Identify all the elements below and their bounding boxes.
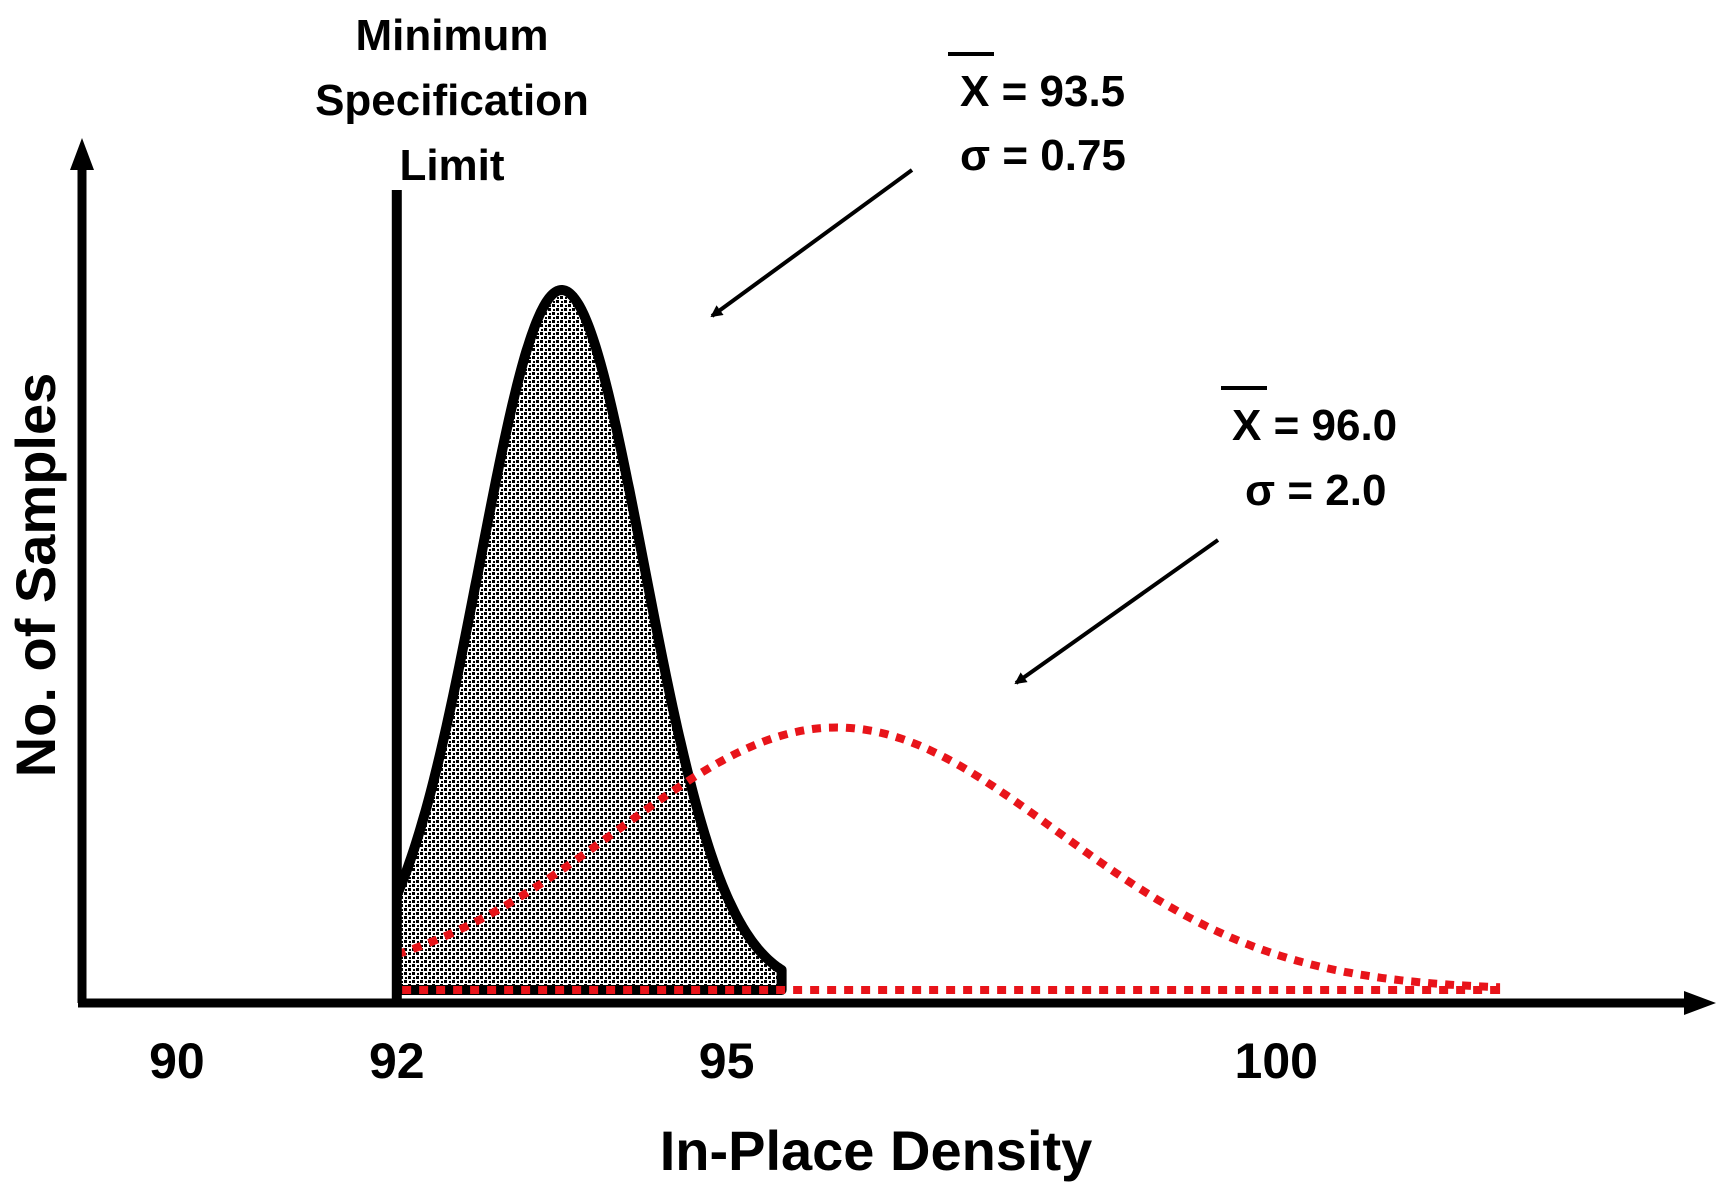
spec-limit-label-line-1: Minimum (355, 11, 548, 60)
x-axis-arrow-icon (1684, 991, 1716, 1015)
series-1-sigma-label: σ = 0.75 (960, 131, 1126, 180)
series-2-curve (395, 723, 1501, 994)
spec-limit-label-line-2: Specification (315, 76, 589, 125)
spec-limit-label-line-3: Limit (399, 141, 504, 190)
series-1-curve (392, 285, 787, 995)
y-axis-title: No. of Samples (4, 373, 67, 778)
x-tick-labels: 90 92 95 100 (149, 1033, 1318, 1089)
series-1-pointer-arrow (710, 168, 914, 318)
x-tick-label: 100 (1235, 1033, 1318, 1089)
y-axis-arrow-icon (70, 138, 94, 170)
x-axis-title: In-Place Density (660, 1119, 1093, 1182)
series-2-sigma-label: σ = 2.0 (1245, 466, 1386, 515)
series-1-area (396, 290, 782, 990)
series-2-mean-label: X = 96.0 (1232, 401, 1397, 450)
series-2-pointer-arrow (1014, 538, 1220, 685)
x-tick-label: 90 (149, 1033, 205, 1089)
x-tick-label: 92 (369, 1033, 425, 1089)
series-1-mean-label: X = 93.5 (960, 67, 1125, 116)
x-tick-label: 95 (699, 1033, 755, 1089)
